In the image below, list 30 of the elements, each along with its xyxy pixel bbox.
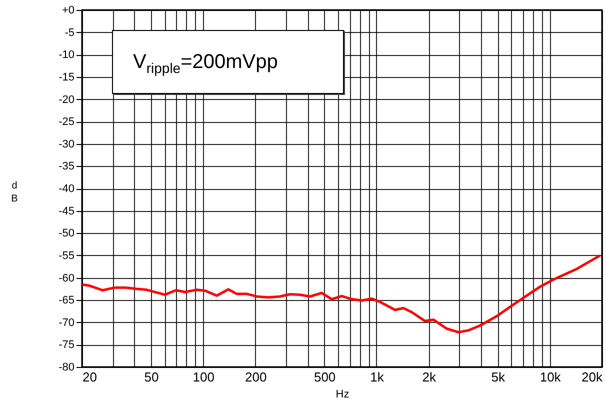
x-tick-label: 5k [491, 370, 506, 384]
x-tick-label: 100 [192, 370, 215, 384]
x-tick-label: 2k [422, 370, 437, 384]
x-tick-label: 50 [144, 370, 159, 384]
y-tick-label: -40 [58, 183, 74, 195]
y-tick-label: -25 [58, 116, 74, 128]
y-tick-label: -10 [58, 49, 74, 62]
y-tick-label: -60 [58, 272, 74, 284]
y-tick-label: -50 [58, 228, 74, 240]
y-tick-label: -70 [58, 316, 74, 329]
y-tick-label: -75 [58, 339, 74, 352]
x-axis-title: Hz [336, 388, 350, 400]
x-tick-label: 200 [244, 370, 267, 384]
x-tick-label: 20 [82, 370, 97, 384]
y-tick-label: -20 [58, 94, 74, 106]
y-tick-label: +0 [62, 4, 74, 16]
x-tick-label: 1k [370, 370, 384, 384]
x-tick-label: 500 [314, 370, 336, 384]
x-tick-label: 10k [540, 370, 562, 384]
y-tick-label: -45 [58, 205, 74, 218]
y-tick-label: -55 [58, 250, 74, 262]
y-tick-label: -5 [64, 26, 74, 39]
y-axis-title: dB [11, 180, 18, 204]
y-tick-label: -15 [58, 71, 74, 84]
y-tick-label: -35 [58, 160, 74, 173]
y-tick-label: -30 [58, 138, 74, 150]
y-tick-label: -65 [58, 294, 74, 307]
y-tick-label: -80 [58, 362, 74, 374]
x-tick-label: 20k [582, 370, 603, 384]
text-box: V$_{ripple}$=200mVpp [112, 30, 344, 94]
